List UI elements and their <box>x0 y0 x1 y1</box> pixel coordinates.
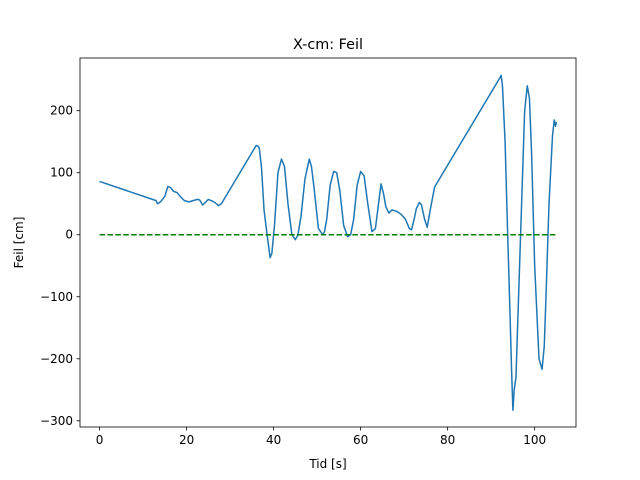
error-series-line <box>99 74 558 412</box>
ticks-layer: 0 20 40 60 80 100 −300 −200 −100 0 100 200 <box>40 104 546 447</box>
y-tick-label: −100 <box>40 290 73 304</box>
y-tick-label: −200 <box>40 352 73 366</box>
x-tick-label: 60 <box>353 433 368 447</box>
x-tick-label: 20 <box>179 433 194 447</box>
y-tick-label: 200 <box>50 104 73 118</box>
x-tick-label: 40 <box>266 433 281 447</box>
x-axis-label: Tid [s] <box>308 457 346 471</box>
y-tick-label: 100 <box>50 166 73 180</box>
y-axis-label: Feil [cm] <box>12 217 26 269</box>
x-tick-label: 80 <box>440 433 455 447</box>
y-tick-label: −300 <box>40 414 73 428</box>
axes-frame <box>79 57 577 428</box>
x-tick-label: 0 <box>96 433 104 447</box>
chart-title: X-cm: Feil <box>293 37 363 53</box>
y-tick-label: 0 <box>65 228 73 242</box>
plot-layer <box>99 74 558 412</box>
x-tick-label: 100 <box>523 433 546 447</box>
